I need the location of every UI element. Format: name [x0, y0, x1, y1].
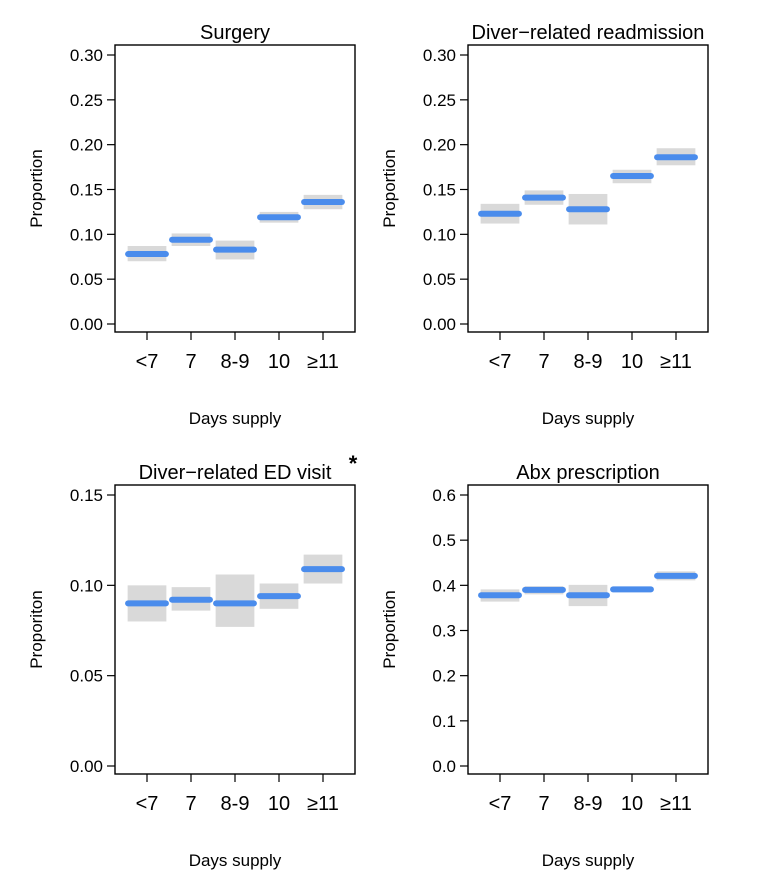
plot-frame: [114, 484, 356, 775]
y-tick-label: 0.05: [70, 667, 103, 686]
y-tick-label: 0.4: [432, 576, 456, 595]
x-tick-label: 7: [185, 351, 196, 373]
x-tick-label: 7: [538, 351, 549, 373]
y-tick-label: 0.6: [432, 486, 456, 505]
y-tick-label: 0.3: [432, 622, 456, 641]
x-tick-label: 10: [268, 793, 290, 815]
panel-title: Abx prescription: [516, 462, 659, 484]
significance-marker: *: [349, 451, 358, 476]
y-tick-label: 0.10: [70, 576, 103, 595]
panel-title: Diver−related readmission: [472, 22, 705, 44]
y-tick-label: 0.05: [70, 270, 103, 289]
panel-title: Diver−related ED visit: [139, 462, 332, 484]
x-axis-label: Days supply: [542, 851, 635, 870]
y-tick-label: 0.10: [423, 225, 456, 244]
x-tick-label: 8-9: [574, 793, 603, 815]
x-axis-label: Days supply: [542, 409, 635, 428]
y-tick-label: 0.30: [423, 46, 456, 65]
y-tick-label: 0.15: [70, 181, 103, 200]
y-axis-label: Proportion: [380, 590, 399, 668]
panel-3: Diver−related ED visit * 0.00 0.05 0.10 0.15 P…: [27, 451, 358, 870]
panel-4: Abx prescription 0.0 0.1 0.2 0.3 0.4 0.5 0.6 Pro…: [380, 462, 709, 870]
y-tick-label: 0.05: [423, 270, 456, 289]
y-tick-label: 0.1: [432, 712, 456, 731]
plot-frame: [467, 44, 709, 333]
y-tick-label: 0.15: [70, 486, 103, 505]
x-tick-label: 10: [621, 793, 643, 815]
plot-frame: [467, 484, 709, 775]
plot-frame: [114, 44, 356, 333]
y-tick-label: 0.30: [70, 46, 103, 65]
x-tick-label: <7: [136, 793, 159, 815]
x-tick-label: 8-9: [221, 793, 250, 815]
y-tick-label: 0.0: [432, 757, 456, 776]
y-tick-label: 0.10: [70, 225, 103, 244]
x-tick-label: <7: [489, 351, 512, 373]
y-tick-label: 0.20: [423, 136, 456, 155]
x-tick-label: <7: [136, 351, 159, 373]
y-tick-label: 0.2: [432, 667, 456, 686]
y-axis-label: Proporiton: [27, 590, 46, 668]
x-tick-label: ≥11: [307, 351, 339, 373]
x-tick-label: ≥11: [660, 793, 692, 815]
x-tick-label: 10: [621, 351, 643, 373]
y-tick-label: 0.25: [423, 91, 456, 110]
y-tick-label: 0.00: [423, 315, 456, 334]
y-axis-label: Proportion: [380, 149, 399, 227]
panel-title: Surgery: [200, 22, 270, 44]
x-tick-label: 7: [185, 793, 196, 815]
x-tick-label: ≥11: [660, 351, 692, 373]
x-tick-label: <7: [489, 793, 512, 815]
x-axis-label: Days supply: [189, 409, 282, 428]
y-tick-label: 0.15: [423, 181, 456, 200]
x-tick-label: 8-9: [574, 351, 603, 373]
y-tick-label: 0.20: [70, 136, 103, 155]
panel-1: Surgery 0.00 0.05 0.10 0.15 0.20 0.25 0.30 Propo…: [27, 22, 356, 428]
x-tick-label: 10: [268, 351, 290, 373]
y-tick-label: 0.00: [70, 315, 103, 334]
y-axis-label: Proportion: [27, 149, 46, 227]
y-tick-label: 0.25: [70, 91, 103, 110]
y-tick-label: 0.00: [70, 757, 103, 776]
x-tick-label: 8-9: [221, 351, 250, 373]
x-tick-label: 7: [538, 793, 549, 815]
panel-2: Diver−related readmission 0.00 0.05 0.10 0.1…: [380, 22, 709, 428]
y-tick-label: 0.5: [432, 531, 456, 550]
x-tick-label: ≥11: [307, 793, 339, 815]
x-axis-label: Days supply: [189, 851, 282, 870]
